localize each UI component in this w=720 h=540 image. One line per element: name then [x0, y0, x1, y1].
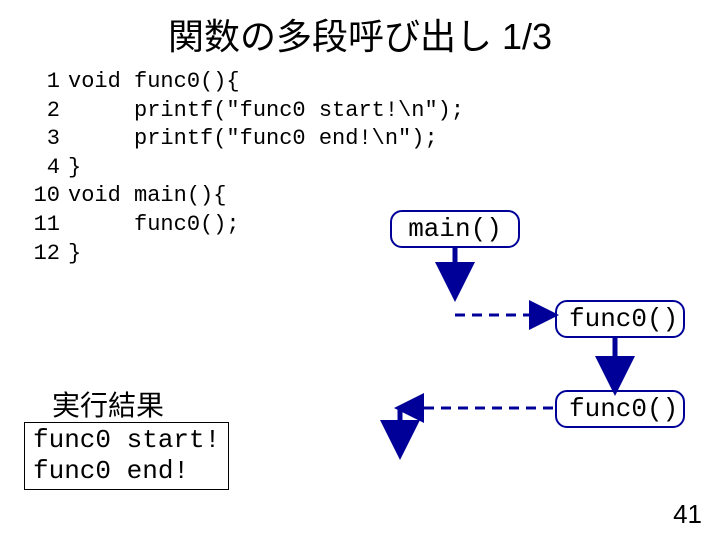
- diagram-node-func0-b: func0(): [555, 390, 685, 428]
- code-text: void main(){: [68, 182, 226, 211]
- line-number: 10: [30, 182, 60, 211]
- code-text: printf("func0 start!\n");: [68, 97, 464, 126]
- code-text: void func0(){: [68, 68, 240, 97]
- diagram-node-main: main(): [390, 210, 520, 248]
- result-line: func0 end!: [33, 456, 220, 487]
- diagram-node-func0-a: func0(): [555, 300, 685, 338]
- slide-title: 関数の多段呼び出し 1/3: [0, 0, 720, 60]
- page-number: 41: [673, 499, 702, 530]
- code-line: 4}: [30, 154, 464, 183]
- line-number: 3: [30, 125, 60, 154]
- result-output: func0 start!func0 end!: [24, 422, 229, 490]
- result-label: 実行結果: [52, 384, 164, 424]
- line-number: 12: [30, 240, 60, 269]
- result-line: func0 start!: [33, 425, 220, 456]
- code-text: func0();: [68, 211, 240, 240]
- code-line: 10 void main(){: [30, 182, 464, 211]
- line-number: 4: [30, 154, 60, 183]
- code-line: 1 void func0(){: [30, 68, 464, 97]
- line-number: 1: [30, 68, 60, 97]
- line-number: 2: [30, 97, 60, 126]
- code-text: }: [68, 240, 81, 269]
- code-text: }: [68, 154, 81, 183]
- code-line: 3 printf("func0 end!\n");: [30, 125, 464, 154]
- line-number: 11: [30, 211, 60, 240]
- code-text: printf("func0 end!\n");: [68, 125, 438, 154]
- code-line: 2 printf("func0 start!\n");: [30, 97, 464, 126]
